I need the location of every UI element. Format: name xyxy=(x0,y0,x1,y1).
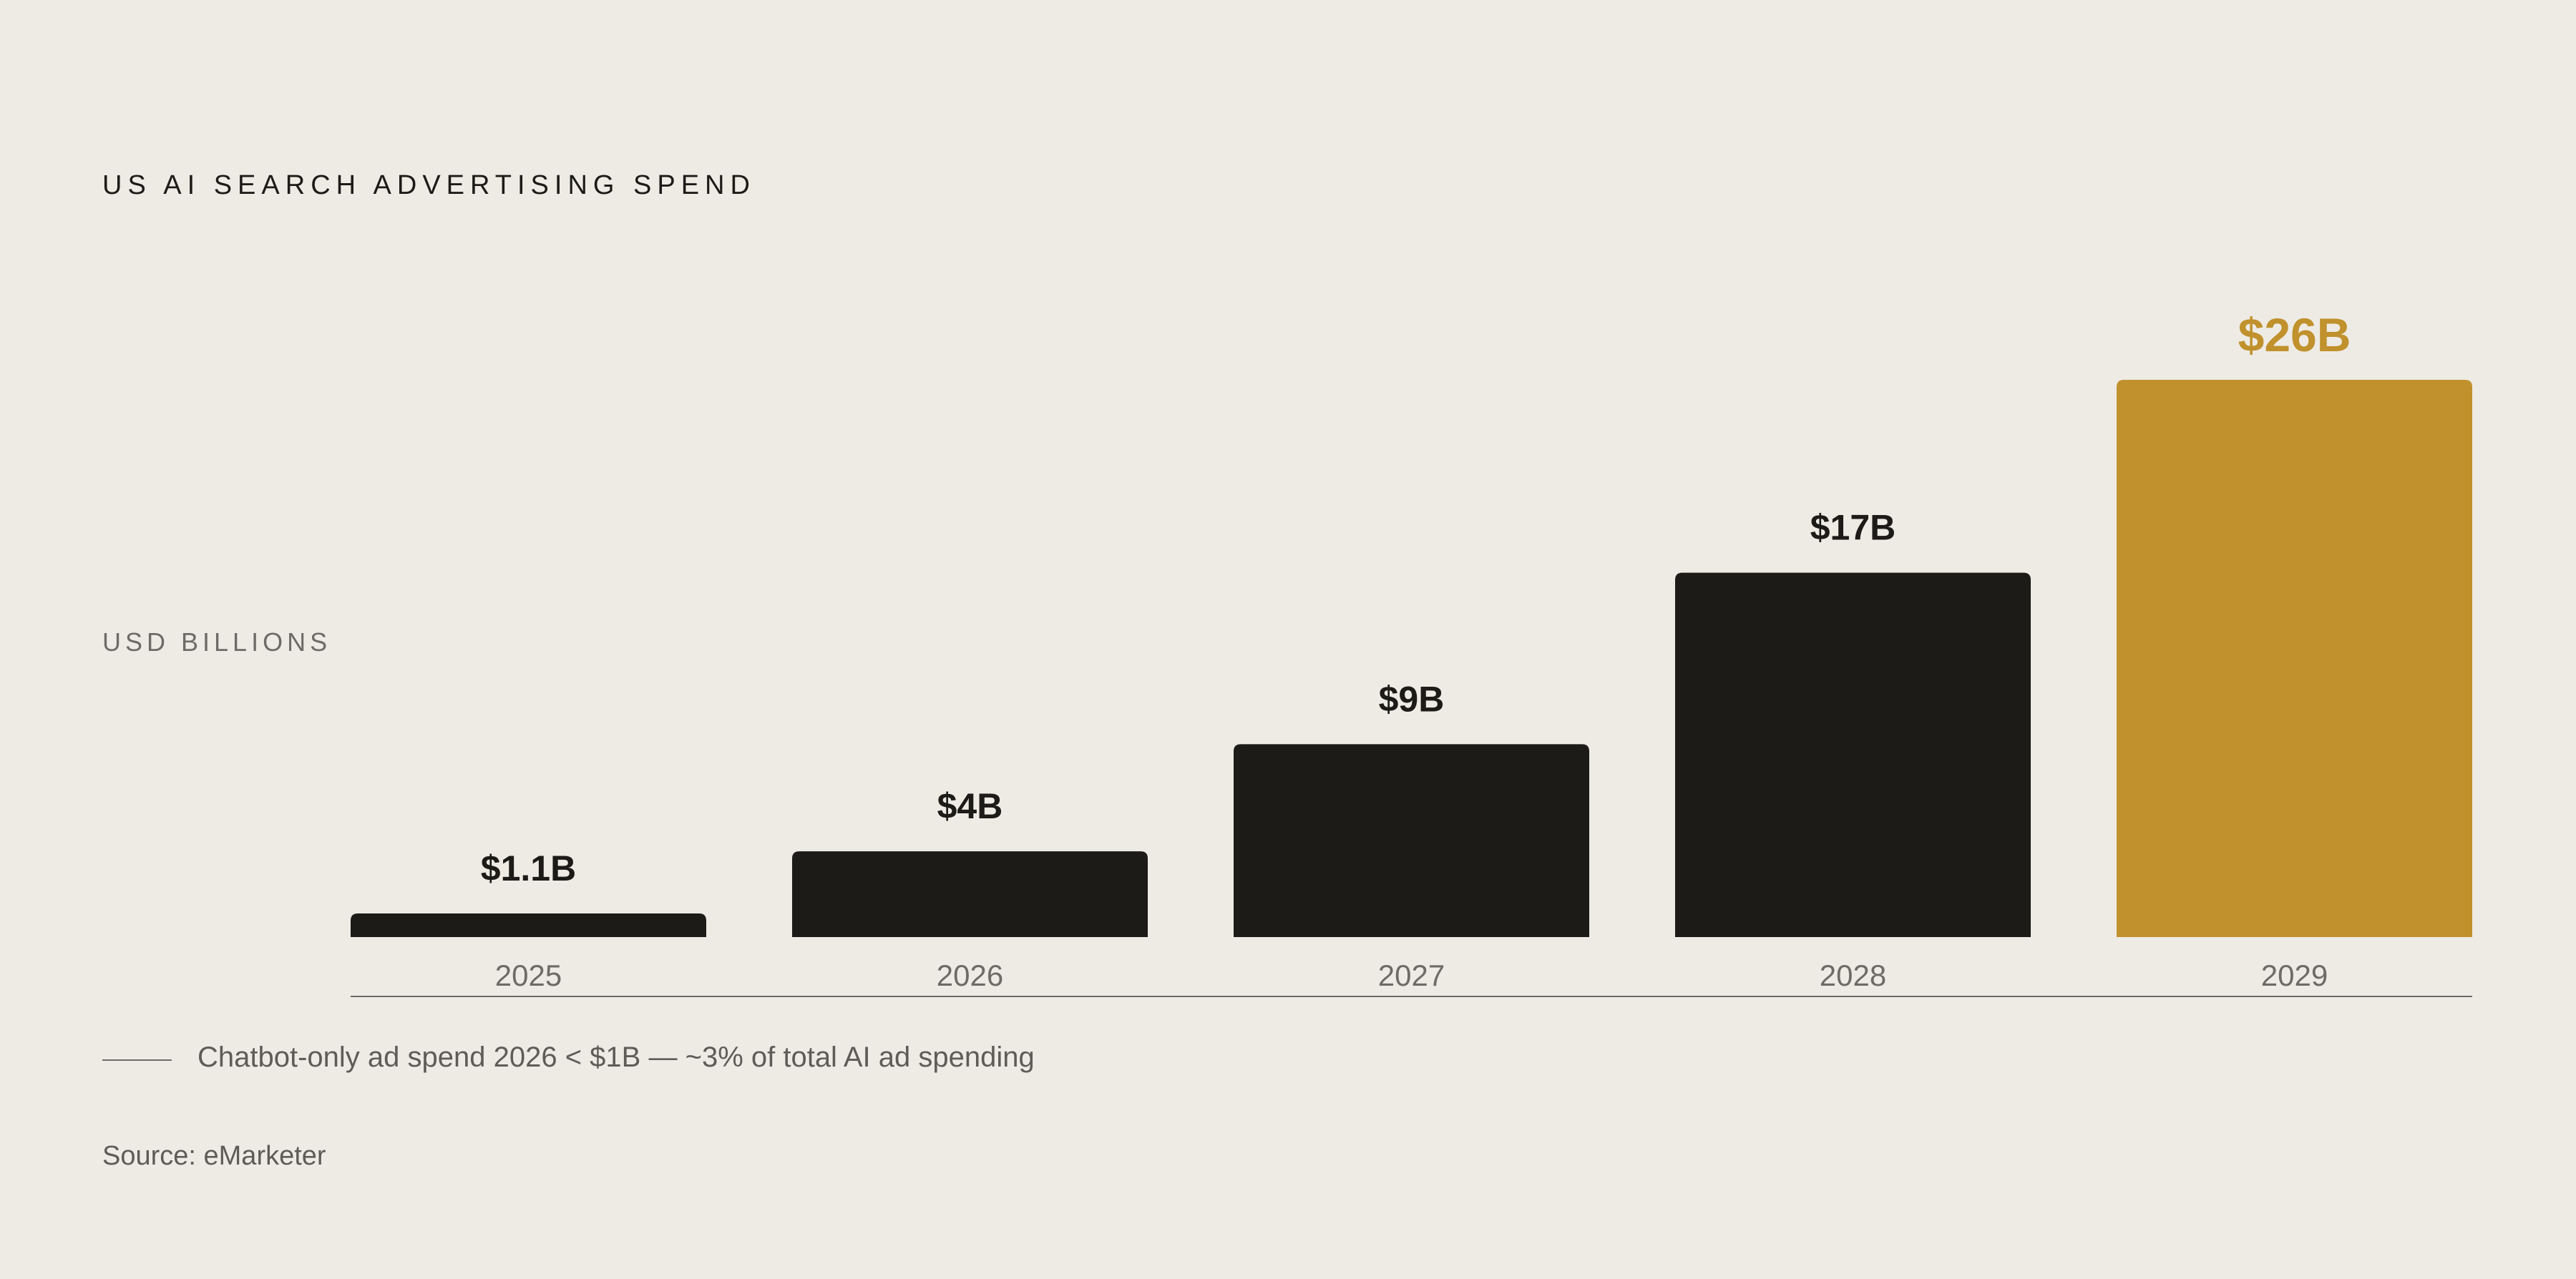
bar-2027 xyxy=(1234,744,1589,937)
tick-label-2028: 2028 xyxy=(1820,959,1886,992)
tick-label-2026: 2026 xyxy=(937,959,1003,992)
bar-2029 xyxy=(2117,380,2472,937)
tick-label-2029: 2029 xyxy=(2261,959,2328,992)
data-label-2026: $4B xyxy=(937,786,1003,826)
data-label-2028: $17B xyxy=(1810,508,1896,548)
tick-label-2027: 2027 xyxy=(1378,959,1445,992)
y-axis-label: USD BILLIONS xyxy=(102,627,332,657)
bar-2026 xyxy=(792,851,1148,937)
annotation-text: Chatbot-only ad spend 2026 < $1B — ~3% o… xyxy=(197,1042,1035,1073)
chart-title: US AI SEARCH ADVERTISING SPEND xyxy=(102,170,756,200)
bar-2025 xyxy=(351,913,706,937)
tick-label-2025: 2025 xyxy=(495,959,562,992)
data-label-2027: $9B xyxy=(1379,679,1445,719)
data-label-2029: $26B xyxy=(2238,308,2351,361)
data-label-2025: $1.1B xyxy=(481,848,576,888)
bar-2028 xyxy=(1675,572,2031,937)
annotation-dash xyxy=(102,1059,172,1061)
source-text: Source: eMarketer xyxy=(102,1141,326,1171)
